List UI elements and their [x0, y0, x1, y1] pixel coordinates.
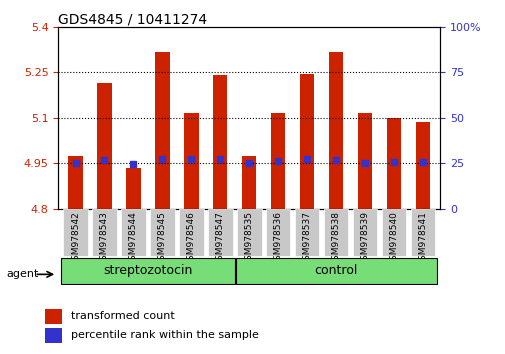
FancyBboxPatch shape — [63, 209, 88, 256]
Bar — [68, 156, 83, 209]
Text: percentile rank within the sample: percentile rank within the sample — [71, 330, 258, 341]
Bar — [357, 113, 372, 209]
FancyBboxPatch shape — [236, 209, 261, 256]
Text: GSM978535: GSM978535 — [244, 211, 253, 266]
FancyBboxPatch shape — [323, 209, 347, 256]
Bar — [386, 118, 400, 209]
Text: agent: agent — [7, 269, 39, 279]
FancyBboxPatch shape — [92, 209, 117, 256]
FancyBboxPatch shape — [265, 209, 290, 256]
FancyBboxPatch shape — [121, 209, 145, 256]
Bar — [328, 52, 342, 209]
Text: GSM978547: GSM978547 — [215, 211, 224, 266]
Bar — [415, 122, 429, 209]
FancyBboxPatch shape — [179, 209, 203, 256]
Text: GSM978541: GSM978541 — [418, 211, 427, 266]
Bar — [184, 113, 198, 209]
Bar — [45, 309, 62, 324]
FancyBboxPatch shape — [236, 258, 436, 284]
Bar — [45, 328, 62, 343]
Text: control: control — [314, 264, 357, 277]
FancyBboxPatch shape — [381, 209, 406, 256]
FancyBboxPatch shape — [352, 209, 377, 256]
Text: transformed count: transformed count — [71, 311, 174, 321]
Bar — [270, 113, 285, 209]
Text: GSM978540: GSM978540 — [389, 211, 397, 266]
Bar — [126, 168, 140, 209]
FancyBboxPatch shape — [150, 209, 174, 256]
Text: GSM978542: GSM978542 — [71, 211, 80, 266]
Text: GSM978546: GSM978546 — [186, 211, 195, 266]
Bar — [241, 156, 256, 209]
Bar — [97, 83, 112, 209]
Text: GDS4845 / 10411274: GDS4845 / 10411274 — [58, 12, 207, 27]
Text: streptozotocin: streptozotocin — [103, 264, 192, 277]
FancyBboxPatch shape — [208, 209, 232, 256]
Text: GSM978536: GSM978536 — [273, 211, 282, 266]
Text: GSM978539: GSM978539 — [360, 211, 369, 266]
FancyBboxPatch shape — [61, 258, 234, 284]
Text: GSM978544: GSM978544 — [129, 211, 138, 266]
Text: GSM978538: GSM978538 — [331, 211, 340, 266]
Bar — [299, 74, 314, 209]
Text: GSM978537: GSM978537 — [302, 211, 311, 266]
Text: GSM978545: GSM978545 — [158, 211, 167, 266]
Text: GSM978543: GSM978543 — [100, 211, 109, 266]
FancyBboxPatch shape — [410, 209, 434, 256]
Bar — [155, 52, 169, 209]
FancyBboxPatch shape — [294, 209, 319, 256]
Bar — [213, 75, 227, 209]
